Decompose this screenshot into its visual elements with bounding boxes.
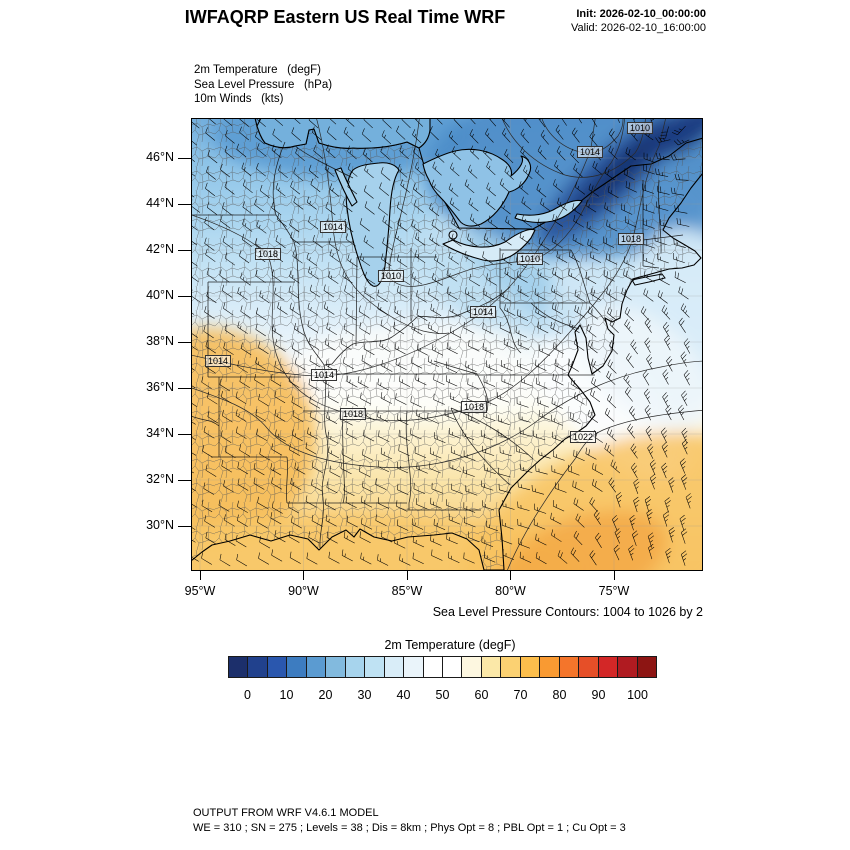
pressure-label: 1014 xyxy=(319,221,347,233)
lat-tick xyxy=(178,387,191,389)
weather-map xyxy=(191,118,703,571)
colorbar-cell xyxy=(403,657,423,677)
lat-tick xyxy=(178,479,191,481)
colorbar-cell xyxy=(597,657,618,677)
colorbar-tick-label: 50 xyxy=(435,688,450,702)
valid-time: Valid: 2026-02-10_16:00:00 xyxy=(571,22,706,34)
lat-tick xyxy=(178,249,191,251)
long-island xyxy=(631,273,666,286)
lon-tick-label: 95°W xyxy=(184,584,216,598)
lat-tick-label: 42°N xyxy=(146,242,174,256)
lon-tick xyxy=(303,571,304,580)
colorbar-tick-label: 80 xyxy=(552,688,567,702)
pressure-label: 1014 xyxy=(469,306,497,318)
colorbar-tick-label: 100 xyxy=(627,688,648,702)
colorbar-cell xyxy=(286,657,306,677)
pressure-label: 1010 xyxy=(377,270,405,282)
lon-tick-label: 80°W xyxy=(495,584,526,598)
lat-tick-label: 46°N xyxy=(146,150,174,164)
lat-tick xyxy=(178,433,191,435)
colorbar-cell xyxy=(539,657,559,677)
lon-tick xyxy=(199,571,201,580)
lat-tick-label: 32°N xyxy=(146,472,174,486)
colorbar-cell xyxy=(247,657,267,677)
colorbar-tick-label: 90 xyxy=(591,688,606,702)
lat-tick-label: 34°N xyxy=(146,426,174,440)
lat-tick xyxy=(178,341,191,343)
lat-tick-label: 36°N xyxy=(146,380,174,394)
lat-tick xyxy=(178,157,191,159)
field-label: 2m Temperature (degF) xyxy=(194,64,321,76)
colorbar-cell xyxy=(578,657,598,677)
map-area: 1018 1014 1010 1010 1018 1014 1010 1014 1014 1014… xyxy=(191,118,703,571)
colorbar-tick-label: 20 xyxy=(318,688,333,702)
lon-tick-label: 75°W xyxy=(598,584,630,598)
colorbar-cell xyxy=(441,657,462,677)
colorbar-cell xyxy=(266,657,287,677)
wind-barbs xyxy=(191,118,692,567)
pressure-label: 1010 xyxy=(626,122,654,134)
lat-tick-label: 40°N xyxy=(146,288,174,302)
model-footer: OUTPUT FROM WRF V4.6.1 MODEL WE = 310 ; … xyxy=(193,806,626,836)
colorbar-cell xyxy=(617,657,637,677)
pressure-label: 1014 xyxy=(576,146,604,158)
init-time: Init: 2026-02-10_00:00:00 xyxy=(576,8,706,20)
lon-tick xyxy=(613,571,615,580)
colorbar-tick-label: 70 xyxy=(513,688,528,702)
colorbar-cell xyxy=(636,657,656,677)
colorbar-cell xyxy=(480,657,501,677)
lat-tick xyxy=(178,295,191,297)
lake-shapes xyxy=(256,118,583,287)
contour-note: Sea Level Pressure Contours: 1004 to 102… xyxy=(432,605,703,619)
lat-tick-label: 38°N xyxy=(146,334,174,348)
lat-tick xyxy=(178,525,191,527)
field-label: Sea Level Pressure (hPa) xyxy=(194,78,333,91)
field-label: 10m Winds (kts) xyxy=(194,93,284,105)
pressure-label: 1014 xyxy=(204,355,232,367)
colorbar-cell xyxy=(364,657,384,677)
lat-tick xyxy=(178,203,191,205)
run-times: Init: 2026-02-10_00:00:00 Valid: 2026-02… xyxy=(540,7,706,35)
pressure-label: 1010 xyxy=(516,253,544,265)
colorbar-cell xyxy=(383,657,404,677)
colorbar-cell xyxy=(422,657,442,677)
pressure-label: 1018 xyxy=(339,408,367,420)
pressure-label: 1018 xyxy=(617,233,645,245)
plot-title: IWFAQRP Eastern US Real Time WRF xyxy=(184,7,506,27)
colorbar-cell xyxy=(325,657,345,677)
lon-tick-label: 85°W xyxy=(391,584,423,598)
colorbar-tick-label: 0 xyxy=(244,688,251,702)
footer-line1: OUTPUT FROM WRF V4.6.1 MODEL xyxy=(193,807,379,819)
colorbar xyxy=(228,656,657,678)
colorbar-tick-label: 30 xyxy=(357,688,372,702)
lat-tick-label: 44°N xyxy=(146,196,174,210)
pressure-label: 1018 xyxy=(254,248,282,260)
colorbar-tick-label: 40 xyxy=(396,688,411,702)
colorbar-cell xyxy=(344,657,365,677)
footer-line2: WE = 310 ; SN = 275 ; Levels = 38 ; Dis … xyxy=(193,822,626,834)
lon-tick xyxy=(406,571,408,580)
colorbar-cell xyxy=(229,657,248,677)
colorbar-cell xyxy=(500,657,520,677)
field-list: 2m Temperature (degF) Sea Level Pressure … xyxy=(194,63,332,107)
colorbar-tick-label: 10 xyxy=(279,688,294,702)
pressure-label: 1022 xyxy=(569,431,597,443)
colorbar-cell xyxy=(519,657,540,677)
colorbar-cell xyxy=(461,657,481,677)
lon-tick xyxy=(510,571,511,580)
pressure-label: 1014 xyxy=(310,369,338,381)
pressure-label: 1018 xyxy=(460,401,488,413)
colorbar-cell xyxy=(558,657,579,677)
colorbar-title: 2m Temperature (degF) xyxy=(384,638,516,652)
lon-tick-label: 90°W xyxy=(288,584,319,598)
colorbar-cell xyxy=(305,657,326,677)
colorbar-tick-label: 60 xyxy=(474,688,489,702)
lat-tick-label: 30°N xyxy=(146,518,174,532)
